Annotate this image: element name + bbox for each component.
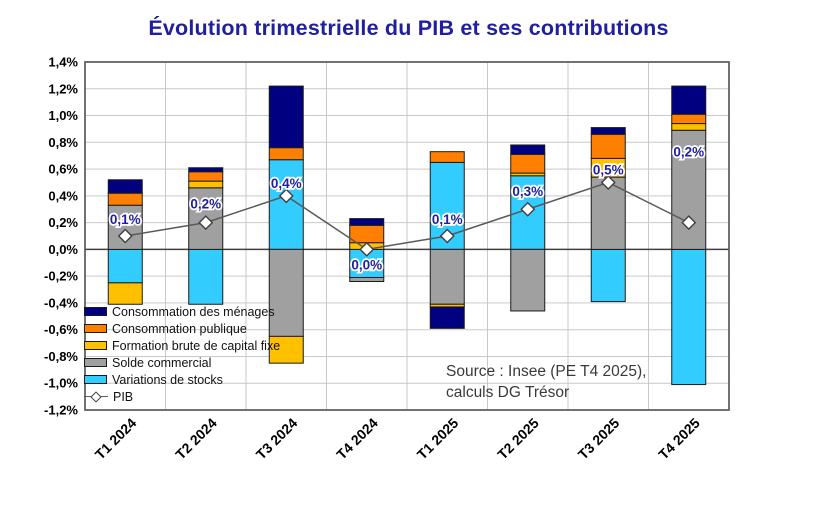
y-tick-label: 1,2% [48, 81, 78, 96]
pib-marker [198, 215, 214, 231]
legend: Consommation des ménages Consommation pub… [84, 303, 280, 405]
bar-segment [188, 248, 224, 305]
bar-segment [188, 171, 224, 182]
y-tick-label: -1,0% [44, 376, 78, 391]
x-tick-label: T3 2025 [575, 415, 623, 463]
pib-marker [439, 228, 455, 244]
x-tick-label: T4 2024 [333, 415, 381, 463]
legend-item-label: Consommation des ménages [112, 304, 275, 319]
legend-item-label: PIB [113, 389, 134, 404]
pib-marker [117, 228, 133, 244]
pib-data-label: 0,2% [190, 197, 221, 212]
bar-segment [349, 224, 385, 244]
pib-marker [520, 201, 536, 217]
pib-data-label: 0,2% [673, 145, 704, 160]
pib-data-label: 0,0% [351, 257, 382, 272]
y-tick-label: 0,4% [48, 188, 78, 203]
pib-line-legend-icon [84, 391, 108, 403]
bar-segment [510, 144, 546, 155]
bar-segment [107, 192, 143, 206]
y-tick-label: -0,8% [44, 349, 78, 364]
bar-segment [268, 147, 304, 161]
y-tick-label: -1,2% [44, 403, 78, 418]
y-tick-label: -0,4% [44, 295, 78, 310]
bar-segment [268, 248, 304, 337]
legend-swatch-icon [84, 307, 107, 316]
y-tick-label: 0,8% [48, 135, 78, 150]
bar-segment [590, 248, 626, 303]
legend-item-label: Solde commercial [112, 355, 212, 370]
legend-item-label: Formation brute de capital fixe [112, 338, 281, 353]
pib-data-label: 0,1% [110, 212, 141, 227]
y-tick-label: 1,0% [48, 108, 78, 123]
bar-segment [107, 248, 143, 284]
bar-segment [349, 218, 385, 226]
pib-data-label: 0,4% [271, 176, 302, 191]
legend-item-label: Variations de stocks [112, 372, 223, 387]
source-line-2: calculs DG Trésor [446, 384, 570, 401]
x-tick-label: T3 2024 [253, 415, 301, 463]
bar-segment [590, 133, 626, 159]
x-tick-label: T2 2025 [494, 415, 542, 463]
x-tick-label: T4 2025 [655, 415, 703, 463]
x-tick-label: T1 2025 [414, 415, 462, 463]
bar-segment [510, 248, 546, 312]
legend-item-label: Consommation publique [112, 321, 247, 336]
pib-marker [359, 241, 375, 257]
legend-swatch-icon [84, 324, 107, 333]
bar-segment [510, 153, 546, 174]
chart-title: Évolution trimestrielle du PIB et ses co… [148, 16, 669, 40]
legend-swatch-icon [84, 358, 107, 367]
pib-marker [600, 174, 616, 190]
y-tick-label: 0,6% [48, 162, 78, 177]
legend-item: Consommation publique [84, 320, 280, 337]
plot-frame [84, 61, 730, 411]
bar-segment [671, 248, 707, 386]
y-tick-label: 1,4% [48, 55, 78, 70]
legend-item: PIB [84, 388, 280, 405]
legend-swatch-icon [84, 375, 107, 384]
bar-segment [429, 306, 465, 329]
source-line-1: Source : Insee (PE T4 2025), [446, 363, 647, 380]
bar-segment [671, 113, 707, 125]
pib-data-label: 0,3% [512, 184, 543, 199]
bar-segment [429, 248, 465, 305]
bar-segment [268, 335, 304, 364]
y-tick-label: -0,2% [44, 269, 78, 284]
bar-segment [268, 85, 304, 149]
y-tick-label: 0,2% [48, 215, 78, 230]
x-tick-label: T2 2024 [172, 415, 220, 463]
legend-swatch-icon [84, 341, 107, 350]
bar-segment [268, 159, 304, 250]
legend-item: Consommation des ménages [84, 303, 280, 320]
bar-segment [590, 127, 626, 135]
pib-marker [681, 215, 697, 231]
bar-segment [107, 179, 143, 194]
bar-segment [429, 151, 465, 163]
bar-segment [188, 180, 224, 189]
x-tick-label: T1 2024 [92, 415, 140, 463]
y-tick-label: 0,0% [48, 242, 78, 257]
pib-data-label: 0,1% [432, 212, 463, 227]
pib-data-label: 0,5% [593, 162, 624, 177]
legend-item: Solde commercial [84, 354, 280, 371]
pib-marker [278, 188, 294, 204]
bar-segment [188, 167, 224, 173]
pib-line [125, 181, 690, 251]
bar-segment [349, 276, 385, 283]
bar-segment [671, 123, 707, 131]
y-tick-label: -0,6% [44, 322, 78, 337]
bar-segment [107, 282, 143, 305]
bar-segment [671, 85, 707, 115]
legend-item: Variations de stocks [84, 371, 280, 388]
legend-item: Formation brute de capital fixe [84, 337, 280, 354]
source-note: Source : Insee (PE T4 2025), calculs DG … [446, 361, 646, 403]
